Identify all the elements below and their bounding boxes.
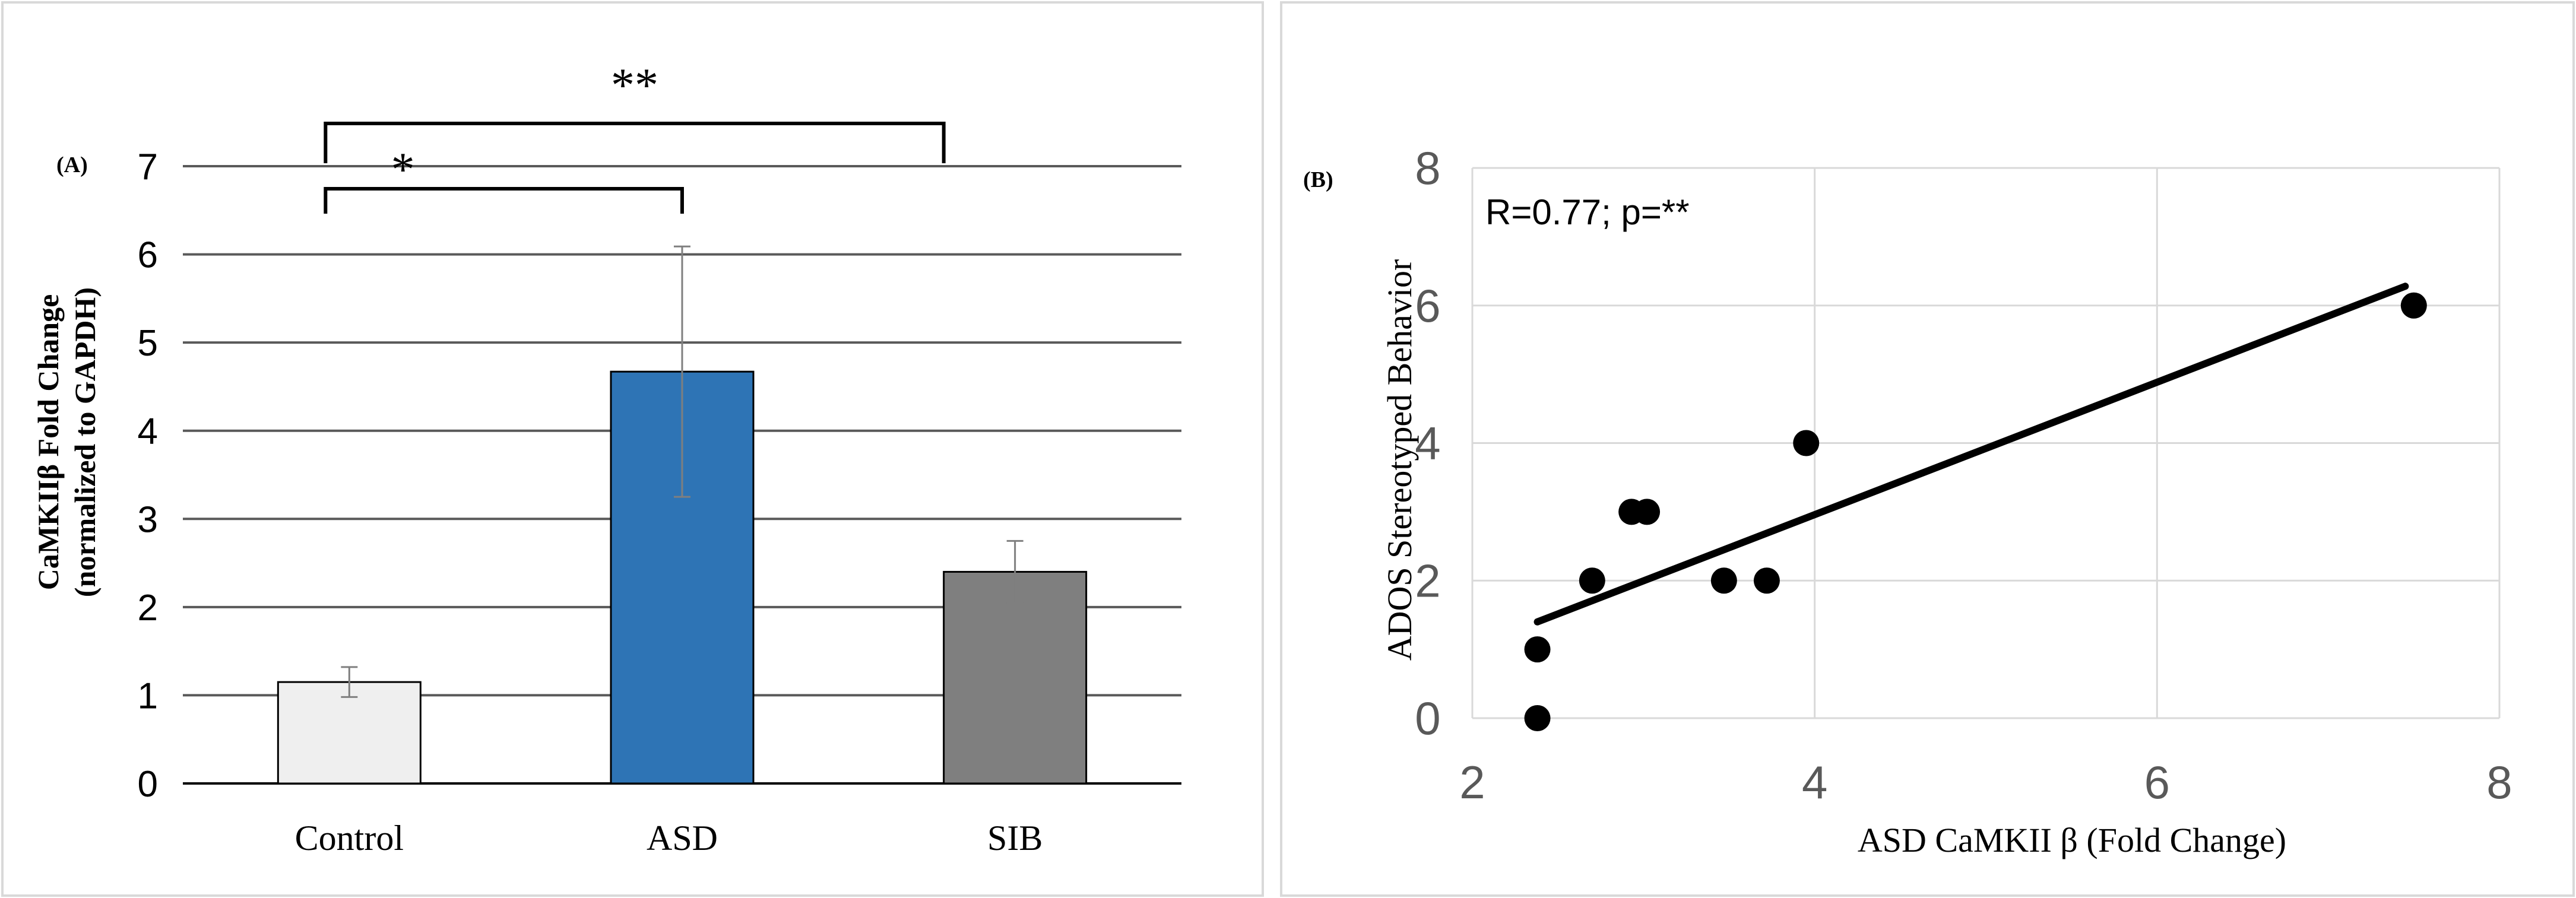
panel-b-data-point xyxy=(1793,430,1820,456)
panel-b-ytick-label: 8 xyxy=(1415,142,1440,194)
panel-a-significance-label: * xyxy=(391,144,415,196)
panel-a-xtick-label: SIB xyxy=(987,818,1043,858)
panel-a-xtick-label: Control xyxy=(295,818,404,858)
panel-b-annotation: R=0.77; p=** xyxy=(1485,192,1690,232)
panel-b-ylabel: ADOS Stereotyped Behavior xyxy=(1380,259,1419,661)
panel-a-significance-bracket xyxy=(324,187,684,214)
panel-a-ylabel-line2: (normalized to GAPDH) xyxy=(68,287,102,597)
panel-b-data-point xyxy=(1634,499,1661,525)
panel-b-data-point xyxy=(1579,567,1605,594)
panel-a-bar-control xyxy=(277,681,422,785)
panel-b-frame xyxy=(1280,1,2575,897)
panel-a-ytick-label: 5 xyxy=(138,323,158,364)
panel-b-ytick-label: 2 xyxy=(1415,554,1440,607)
panel-a-ytick-label: 0 xyxy=(138,764,158,805)
panel-a-ytick-label: 7 xyxy=(138,147,158,188)
panel-a-ytick-label: 2 xyxy=(138,588,158,629)
panel-b-xtick-label: 4 xyxy=(1802,756,1827,808)
panel-b-data-point xyxy=(2400,292,2427,319)
panel-b-data-point xyxy=(1753,567,1780,594)
panel-b-data-point xyxy=(1524,636,1551,663)
panel-b-ytick-label: 6 xyxy=(1415,280,1440,332)
panel-b-xlabel: ASD CaMKII β (Fold Change) xyxy=(1858,821,2286,859)
panel-b-data-point xyxy=(1710,567,1737,594)
panel-a-ytick-label: 1 xyxy=(138,675,158,716)
panel-b-ytick-label: 4 xyxy=(1415,417,1440,469)
panel-a-ytick-label: 3 xyxy=(138,499,158,540)
panel-b-xtick-label: 6 xyxy=(2144,756,2170,808)
panel-a-ytick-label: 6 xyxy=(138,235,158,276)
panel-a-bar-sib xyxy=(943,570,1088,785)
panel-b-ytick-label: 0 xyxy=(1415,692,1440,744)
panel-b-trendline xyxy=(1533,283,2409,626)
panel-b-letter: (B) xyxy=(1303,167,1333,192)
panel-b-xtick-label: 2 xyxy=(1459,756,1485,808)
panel-a-significance-bracket xyxy=(324,122,946,163)
panel-b-data-point xyxy=(1524,705,1551,731)
panel-b-xtick-label: 8 xyxy=(2486,756,2512,808)
panel-a-ytick-label: 4 xyxy=(138,411,158,452)
panel-a-ylabel-line1: CaMKIIβ Fold Change xyxy=(31,294,65,591)
panel-a-letter: (A) xyxy=(56,153,88,177)
panel-a-xtick-label: ASD xyxy=(647,818,718,858)
panel-a-significance-label: ** xyxy=(611,59,658,112)
